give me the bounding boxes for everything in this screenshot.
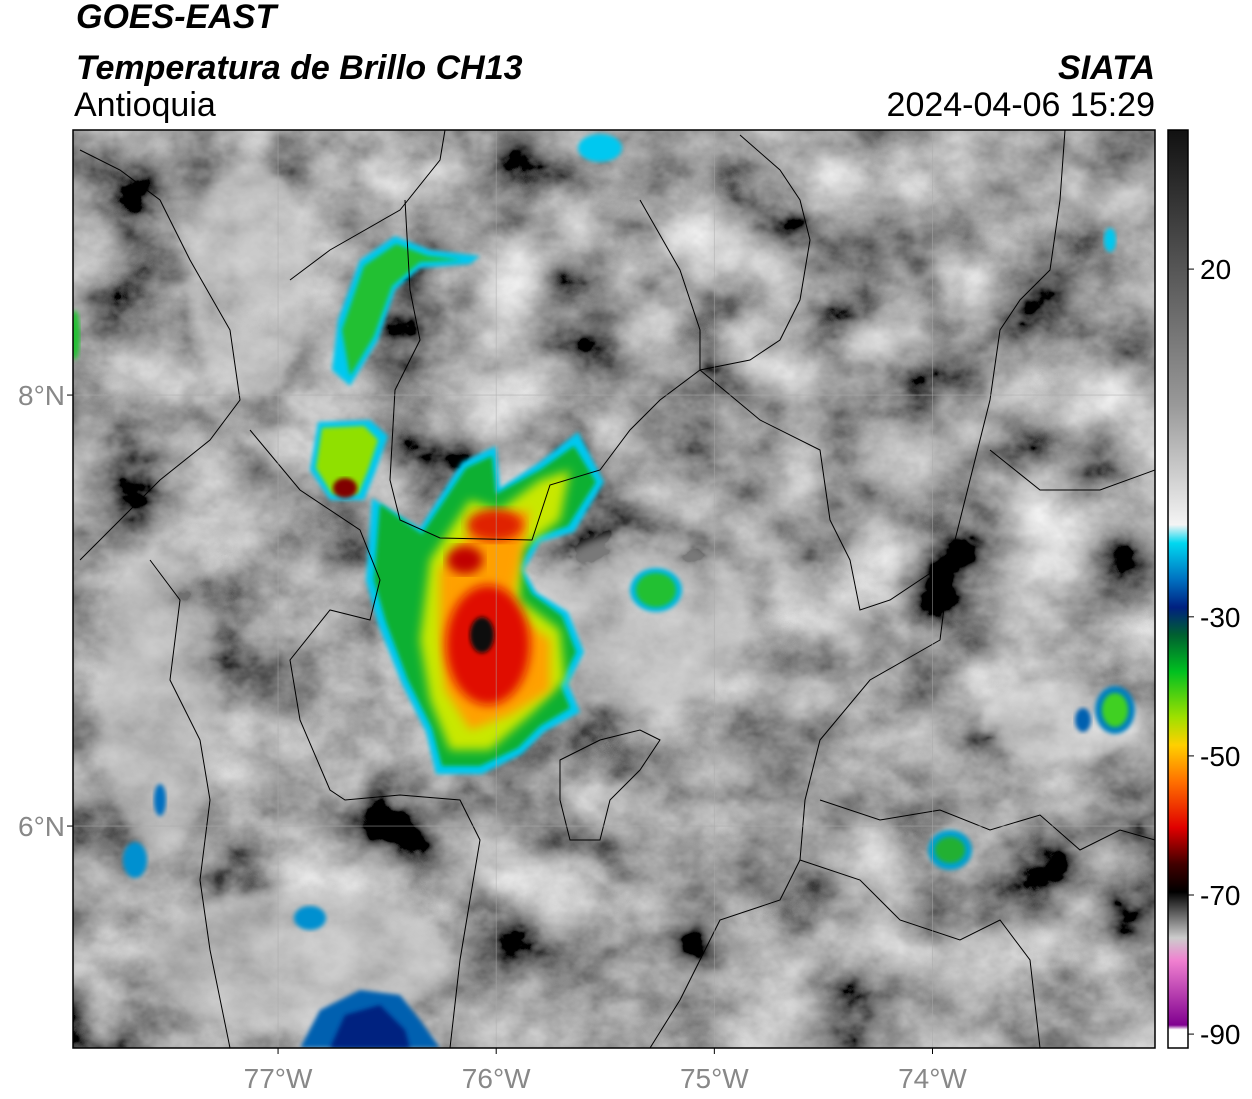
cold-cloud-haze bbox=[100, 160, 1140, 1030]
source: SIATA bbox=[1058, 49, 1155, 87]
x-tick-label: 75°W bbox=[680, 1063, 749, 1094]
colorbar-tick-label: -90 bbox=[1200, 1019, 1240, 1050]
datetime: 2024-04-06 15:29 bbox=[887, 86, 1155, 124]
x-tick-label: 76°W bbox=[462, 1063, 531, 1094]
colorbar-tick-label: 20 bbox=[1200, 254, 1231, 285]
map bbox=[73, 130, 1155, 1048]
graticule bbox=[73, 130, 1155, 1048]
y-tick-label: 8°N bbox=[18, 380, 65, 411]
map-frame bbox=[72, 129, 1156, 1049]
x-tick-label: 77°W bbox=[244, 1063, 313, 1094]
colorbar-tick-label: -30 bbox=[1200, 602, 1240, 633]
subtitle: Temperatura de Brillo CH13 bbox=[76, 49, 523, 87]
title: GOES-EAST bbox=[76, 0, 279, 36]
colorbar bbox=[1167, 129, 1189, 1049]
colorbar-tick-label: -50 bbox=[1200, 741, 1240, 772]
x-tick-label: 74°W bbox=[898, 1063, 967, 1094]
colorbar-tick-label: -70 bbox=[1200, 880, 1240, 911]
borders bbox=[79, 130, 1155, 1048]
region: Antioquia bbox=[74, 86, 216, 124]
y-tick-label: 6°N bbox=[18, 811, 65, 842]
